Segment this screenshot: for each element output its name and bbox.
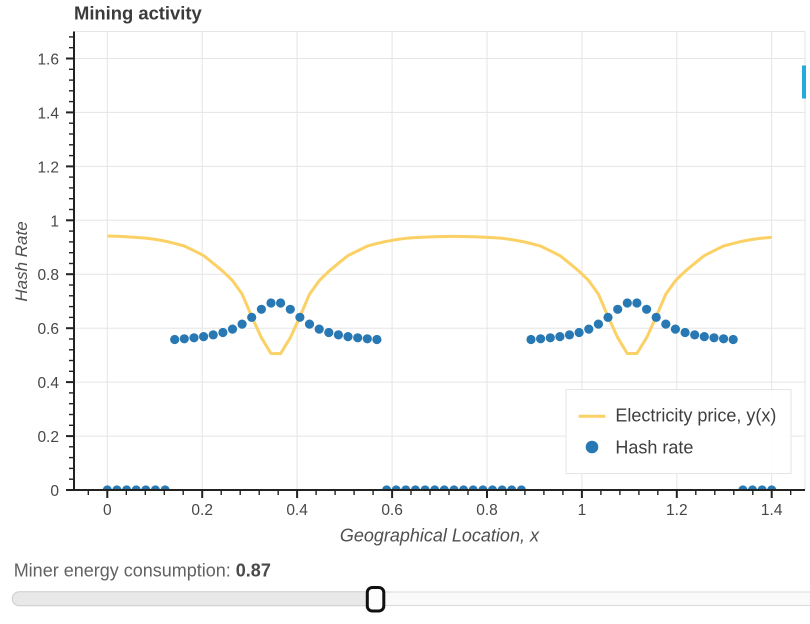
svg-text:Hash Rate: Hash Rate xyxy=(12,221,31,301)
svg-text:0: 0 xyxy=(50,483,59,500)
svg-text:0.2: 0.2 xyxy=(191,502,213,519)
svg-text:0.8: 0.8 xyxy=(37,267,59,284)
svg-text:0: 0 xyxy=(103,502,112,519)
svg-text:0.4: 0.4 xyxy=(286,502,308,519)
svg-text:1.6: 1.6 xyxy=(37,52,59,69)
svg-text:Mining activity: Mining activity xyxy=(74,3,203,24)
svg-text:1: 1 xyxy=(578,502,587,519)
svg-text:0.6: 0.6 xyxy=(37,321,59,338)
svg-text:Miner energy consumption: 0.87: Miner energy consumption: 0.87 xyxy=(14,561,271,581)
svg-text:1.2: 1.2 xyxy=(37,159,59,176)
svg-text:0.4: 0.4 xyxy=(37,375,59,392)
svg-text:Hash rate: Hash rate xyxy=(615,438,693,458)
svg-text:0.8: 0.8 xyxy=(476,502,498,519)
svg-text:0.6: 0.6 xyxy=(381,502,403,519)
svg-text:Electricity price, y(x): Electricity price, y(x) xyxy=(615,406,776,426)
svg-text:0.2: 0.2 xyxy=(37,429,59,446)
svg-text:1.2: 1.2 xyxy=(666,502,688,519)
svg-text:1.4: 1.4 xyxy=(37,105,59,122)
svg-text:Geographical Location, x: Geographical Location, x xyxy=(340,526,540,546)
svg-text:1: 1 xyxy=(50,213,59,230)
svg-text:1.4: 1.4 xyxy=(761,502,783,519)
